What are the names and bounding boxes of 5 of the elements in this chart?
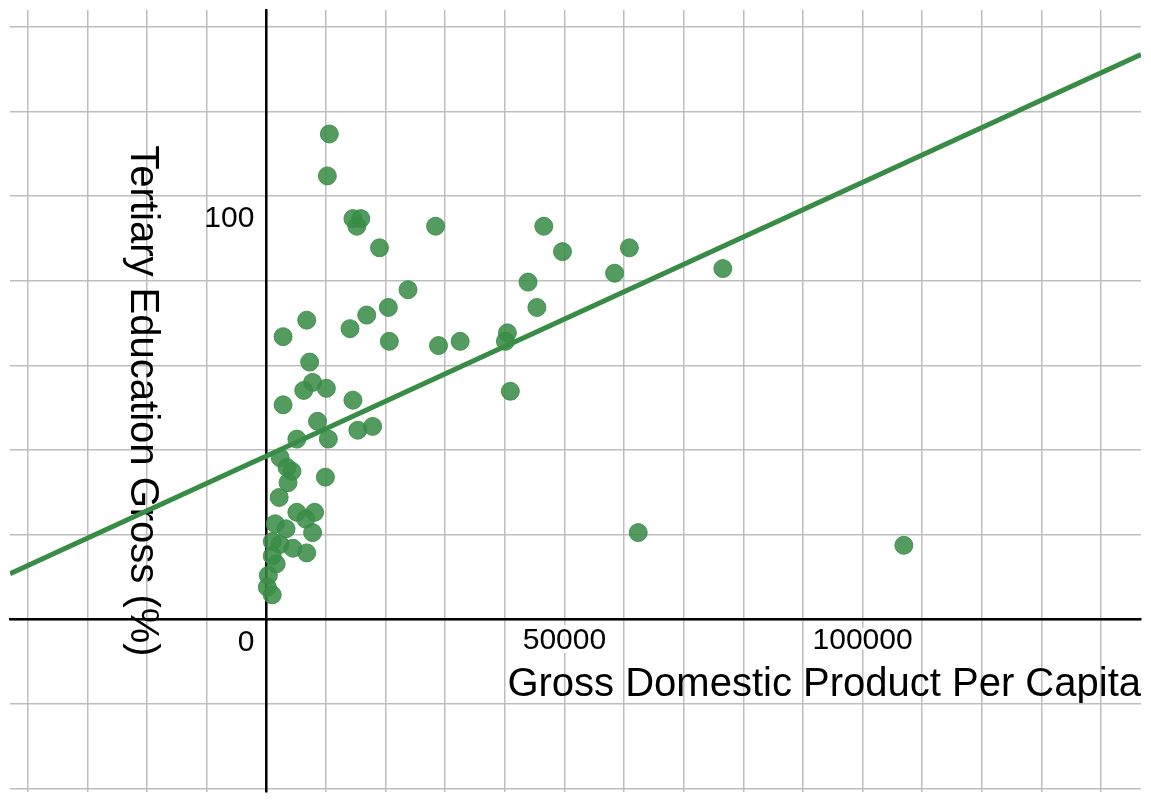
y-tick-label: 100: [204, 200, 255, 234]
y-tick-label: 0: [237, 623, 255, 657]
x-tick-label: 50000: [522, 621, 607, 655]
x-axis-title: Gross Domestic Product Per Capita: [507, 660, 1142, 705]
x-tick-label: 100000: [812, 621, 913, 655]
